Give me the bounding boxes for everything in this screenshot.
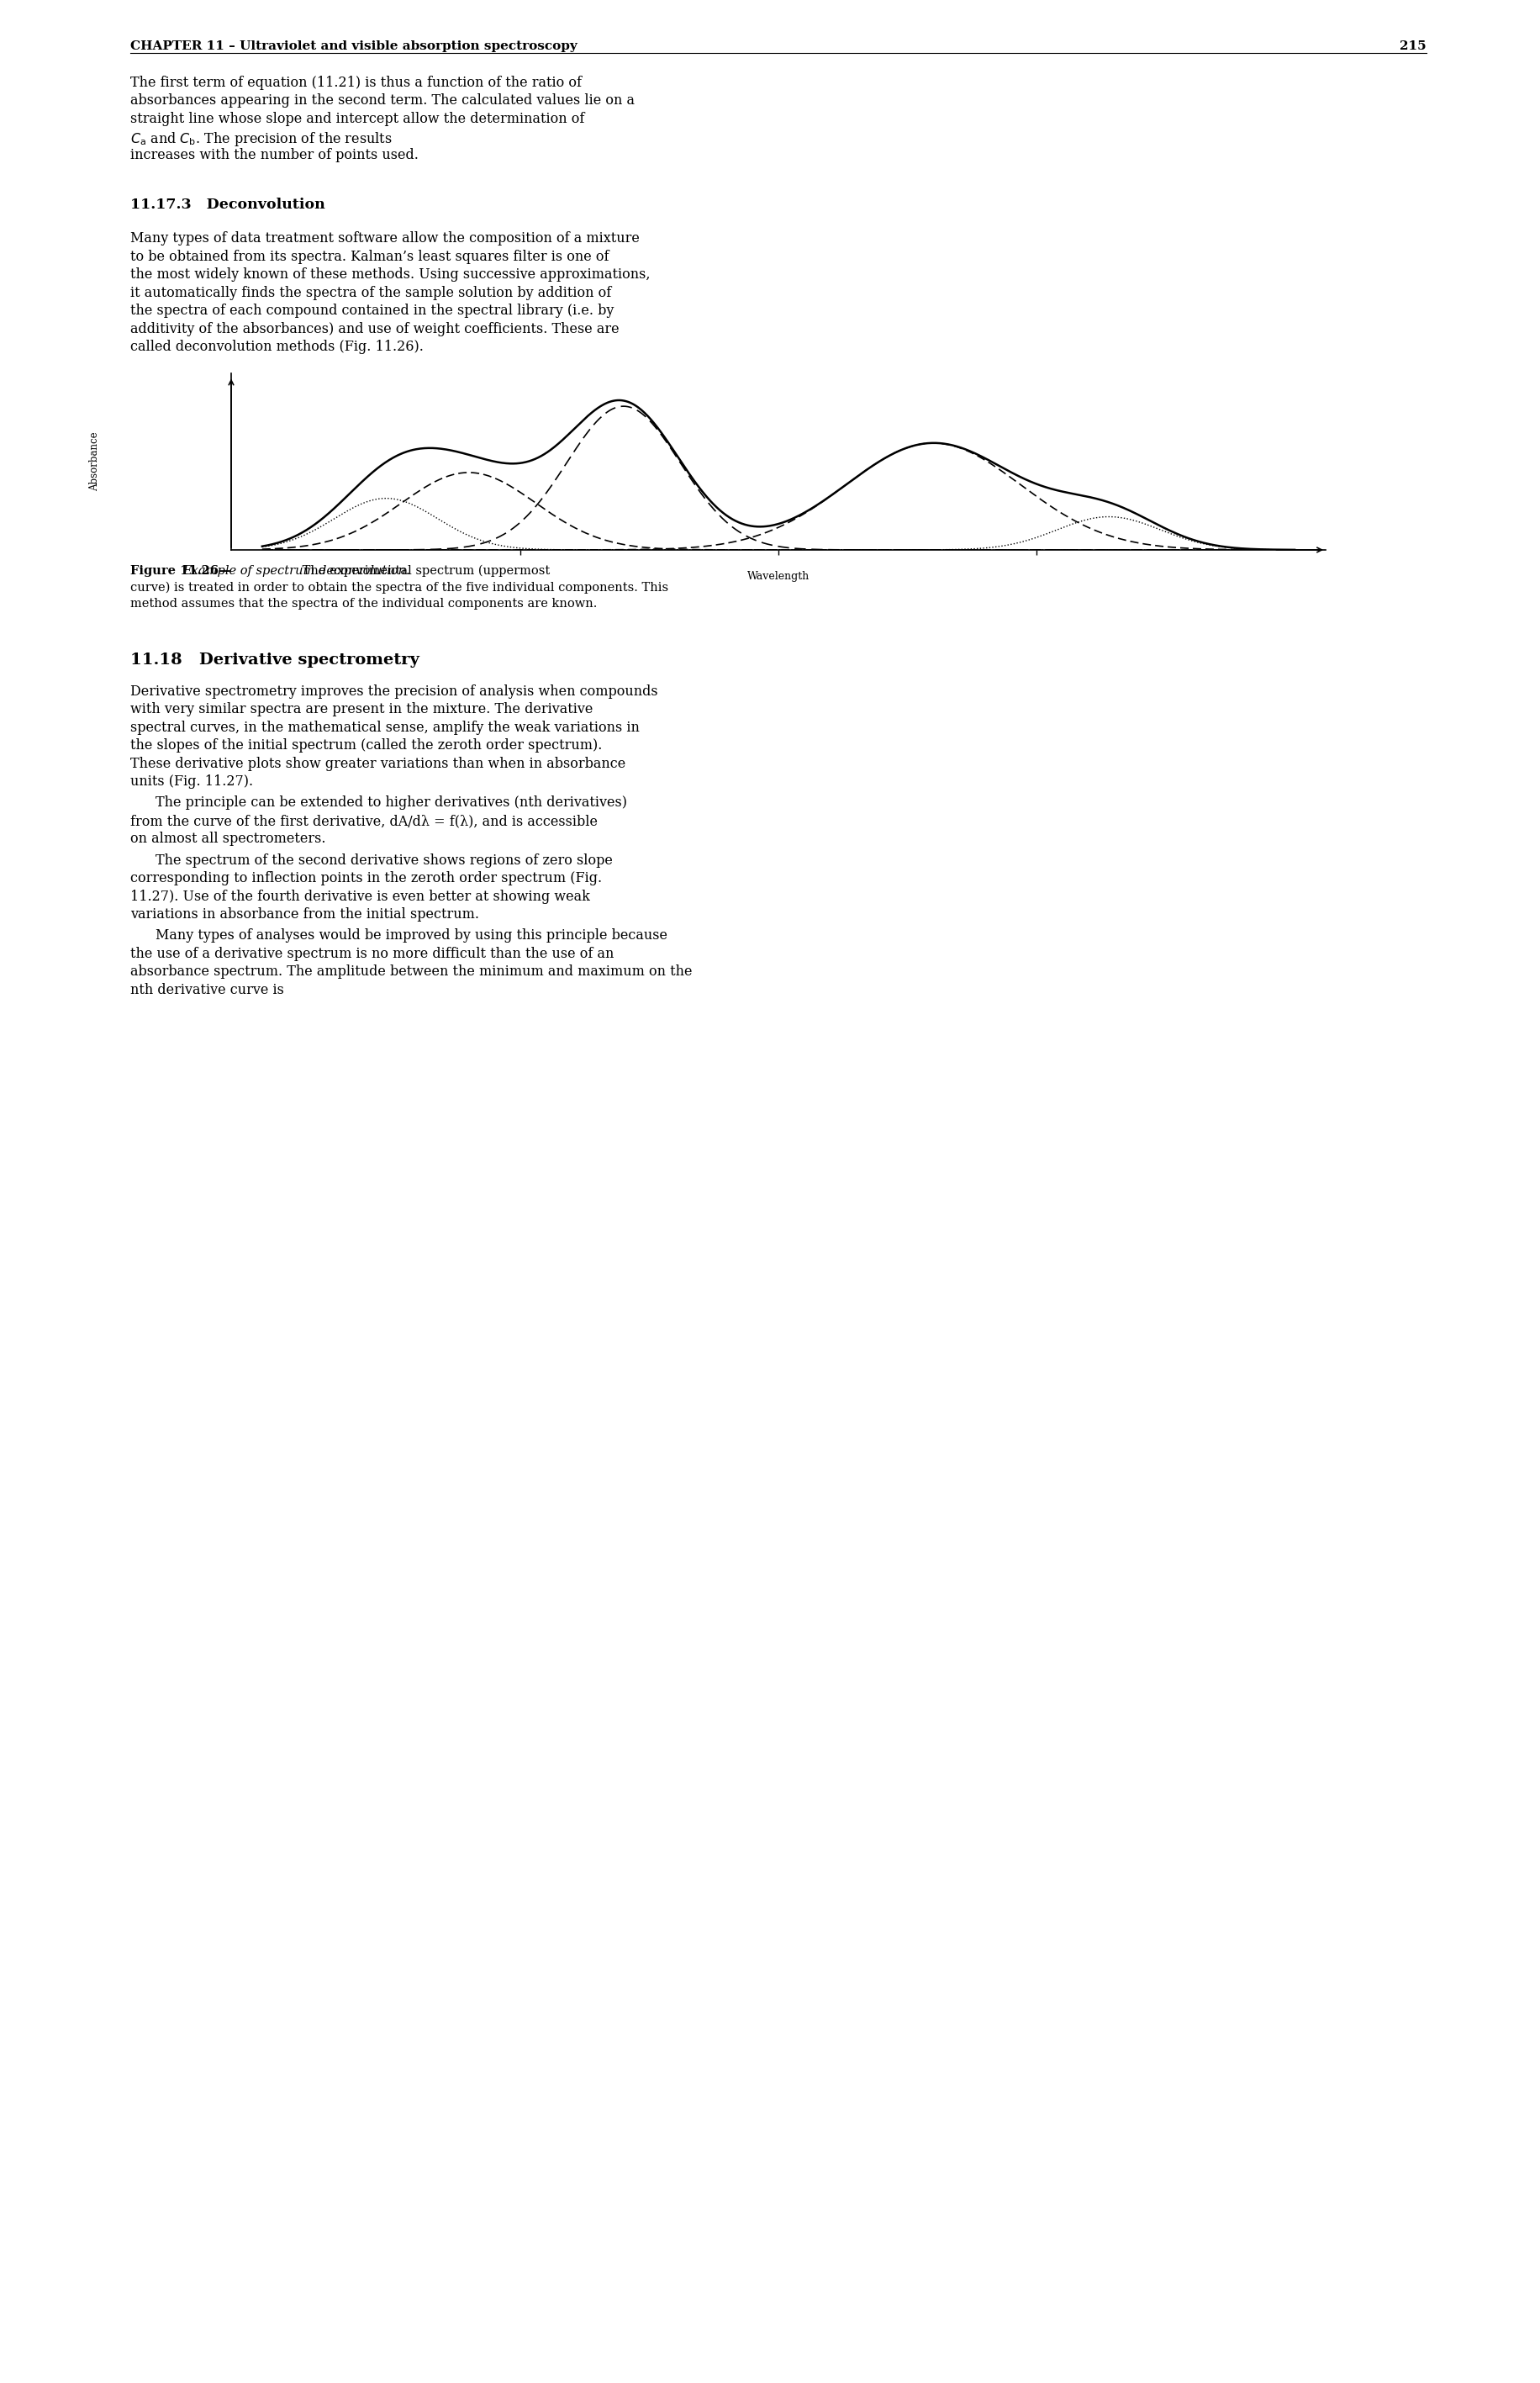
Text: method assumes that the spectra of the individual components are known.: method assumes that the spectra of the i… <box>131 598 598 610</box>
Text: The first term of equation (11.21) is thus a function of the ratio of: The first term of equation (11.21) is th… <box>131 76 582 91</box>
Text: to be obtained from its spectra. Kalman’s least squares filter is one of: to be obtained from its spectra. Kalman’… <box>131 250 608 265</box>
Text: with very similar spectra are present in the mixture. The derivative: with very similar spectra are present in… <box>131 703 593 717</box>
Text: additivity of the absorbances) and use of weight coefficients. These are: additivity of the absorbances) and use o… <box>131 322 619 336</box>
Text: the slopes of the initial spectrum (called the zeroth order spectrum).: the slopes of the initial spectrum (call… <box>131 739 602 753</box>
Text: Derivative spectrometry improves the precision of analysis when compounds: Derivative spectrometry improves the pre… <box>131 684 658 698</box>
Text: straight line whose slope and intercept allow the determination of: straight line whose slope and intercept … <box>131 112 585 126</box>
Text: 11.18   Derivative spectrometry: 11.18 Derivative spectrometry <box>131 653 419 667</box>
Text: CHAPTER 11 – Ultraviolet and visible absorption spectroscopy: CHAPTER 11 – Ultraviolet and visible abs… <box>131 41 578 52</box>
Text: the most widely known of these methods. Using successive approximations,: the most widely known of these methods. … <box>131 267 650 281</box>
Text: These derivative plots show greater variations than when in absorbance: These derivative plots show greater vari… <box>131 758 625 772</box>
Text: variations in absorbance from the initial spectrum.: variations in absorbance from the initia… <box>131 908 479 922</box>
Text: The spectrum of the second derivative shows regions of zero slope: The spectrum of the second derivative sh… <box>156 853 613 867</box>
Text: units (Fig. 11.27).: units (Fig. 11.27). <box>131 774 253 789</box>
Text: The principle can be extended to higher derivatives (nth derivatives): The principle can be extended to higher … <box>156 796 627 810</box>
Text: Absorbance: Absorbance <box>89 431 100 491</box>
Text: called deconvolution methods (Fig. 11.26).: called deconvolution methods (Fig. 11.26… <box>131 341 423 355</box>
Text: nth derivative curve is: nth derivative curve is <box>131 982 283 996</box>
Text: 215: 215 <box>1400 41 1426 52</box>
Text: Many types of data treatment software allow the composition of a mixture: Many types of data treatment software al… <box>131 231 639 245</box>
Text: Example of spectrum deconvolution.: Example of spectrum deconvolution. <box>183 565 410 577</box>
Text: the use of a derivative spectrum is no more difficult than the use of an: the use of a derivative spectrum is no m… <box>131 946 614 960</box>
Text: absorbances appearing in the second term. The calculated values lie on a: absorbances appearing in the second term… <box>131 93 634 107</box>
Text: 11.17.3   Deconvolution: 11.17.3 Deconvolution <box>131 198 325 212</box>
Text: corresponding to inflection points in the zeroth order spectrum (Fig.: corresponding to inflection points in th… <box>131 872 602 886</box>
Text: absorbance spectrum. The amplitude between the minimum and maximum on the: absorbance spectrum. The amplitude betwe… <box>131 965 693 979</box>
Text: from the curve of the first derivative, dA/dλ = f(λ), and is accessible: from the curve of the first derivative, … <box>131 815 598 829</box>
Text: $C_{\mathrm{a}}$ and $C_{\mathrm{b}}$. The precision of the results: $C_{\mathrm{a}}$ and $C_{\mathrm{b}}$. T… <box>131 131 393 148</box>
Text: the spectra of each compound contained in the spectral library (i.e. by: the spectra of each compound contained i… <box>131 305 614 319</box>
Text: increases with the number of points used.: increases with the number of points used… <box>131 148 419 162</box>
Text: Figure 11.26—: Figure 11.26— <box>131 565 231 577</box>
Text: Many types of analyses would be improved by using this principle because: Many types of analyses would be improved… <box>156 929 667 944</box>
Text: curve) is treated in order to obtain the spectra of the five individual componen: curve) is treated in order to obtain the… <box>131 581 668 593</box>
Text: it automatically finds the spectra of the sample solution by addition of: it automatically finds the spectra of th… <box>131 286 611 300</box>
Text: 11.27). Use of the fourth derivative is even better at showing weak: 11.27). Use of the fourth derivative is … <box>131 889 590 903</box>
Text: Wavelength: Wavelength <box>747 572 810 581</box>
Text: spectral curves, in the mathematical sense, amplify the weak variations in: spectral curves, in the mathematical sen… <box>131 720 639 734</box>
Text: on almost all spectrometers.: on almost all spectrometers. <box>131 832 326 846</box>
Text: The experimental spectrum (uppermost: The experimental spectrum (uppermost <box>299 565 550 577</box>
